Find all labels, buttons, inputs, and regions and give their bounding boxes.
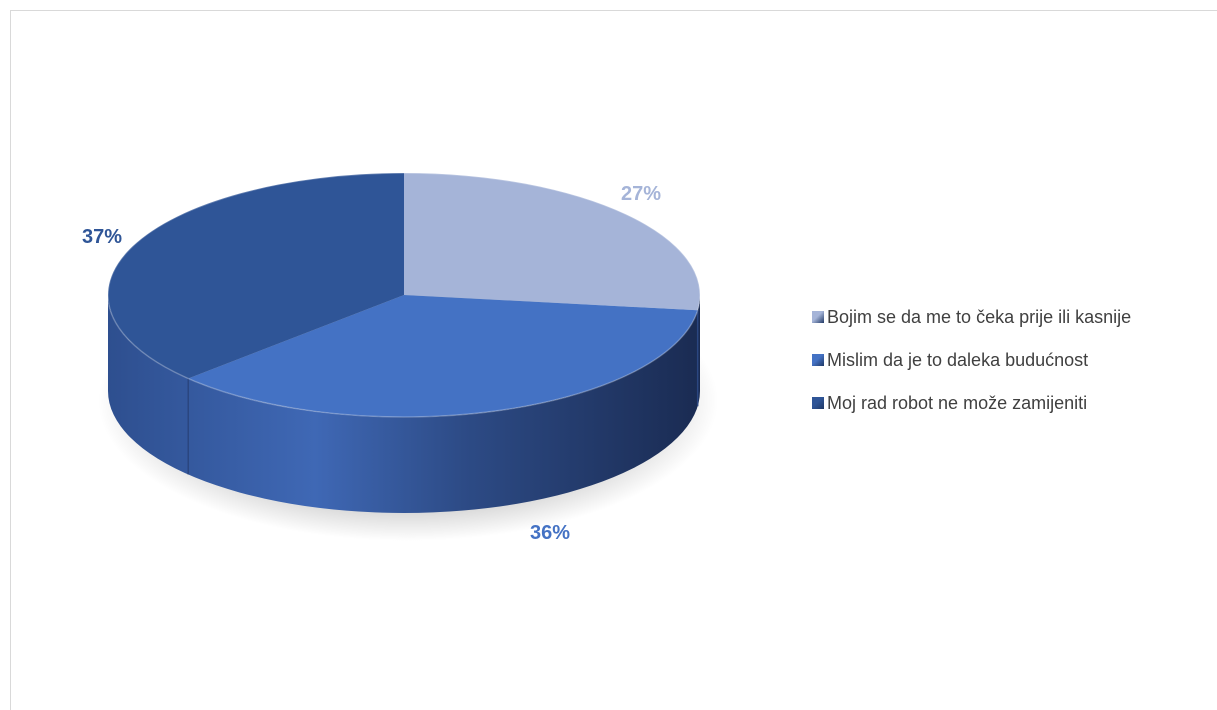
pie-slice <box>188 295 698 417</box>
legend-swatch <box>812 354 824 366</box>
legend: Bojim se da me to čeka prije ili kasnije… <box>812 303 1131 432</box>
legend-label: Moj rad robot ne može zamijeniti <box>827 392 1088 413</box>
pie-value-label: 27% <box>621 183 661 205</box>
legend-label: Bojim se da me to čeka prije ili kasnije <box>827 306 1132 327</box>
legend-item: Bojim se da me to čeka prije ili kasnije <box>812 303 1131 331</box>
legend-label: Mislim da je to daleka budućnost <box>827 349 1089 370</box>
legend-item: Mislim da je to daleka budućnost <box>812 346 1131 374</box>
pie-value-label: 37% <box>82 226 122 248</box>
legend-swatch <box>812 311 824 323</box>
pie-rim <box>107 172 701 418</box>
pie-value-label: 36% <box>530 522 570 544</box>
pie-slice <box>108 173 405 379</box>
chart-frame <box>10 10 1217 710</box>
legend-swatch <box>812 397 824 409</box>
pie-side <box>108 295 700 513</box>
legend-item: Moj rad robot ne može zamijeniti <box>812 389 1131 417</box>
pie-slice <box>404 173 700 311</box>
